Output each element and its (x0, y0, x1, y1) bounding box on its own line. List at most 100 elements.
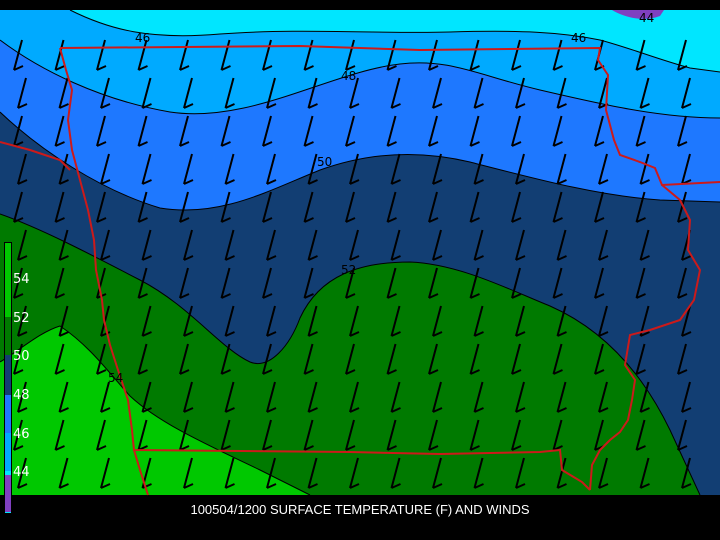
state-borders (0, 44, 720, 496)
wind-barb-flag (387, 369, 397, 375)
wind-barb (13, 419, 23, 451)
wind-barb-flag (553, 293, 563, 299)
wind-barb-flag (266, 407, 277, 413)
wind-barb (635, 115, 646, 147)
wind-barb (552, 191, 563, 223)
wind-barb-flag (432, 103, 443, 109)
wind-barb (469, 419, 480, 451)
wind-barb-flag (262, 369, 273, 375)
wind-barb-flag (511, 217, 522, 223)
wind-barb (511, 191, 521, 223)
wind-barb (183, 229, 193, 261)
wind-barb-flag (308, 483, 318, 489)
wind-barb (515, 77, 525, 109)
wind-barb (13, 343, 23, 375)
wind-barb (677, 39, 687, 71)
wind-barb (17, 229, 27, 261)
wind-barb (677, 115, 687, 147)
wind-barb (594, 343, 604, 375)
wind-barb-flag (391, 103, 401, 109)
wind-barb (511, 267, 521, 299)
wind-barb (307, 153, 318, 185)
wind-barb (552, 343, 563, 375)
wind-barb (432, 229, 442, 261)
wind-barb (100, 229, 110, 261)
wind-barb-flag (681, 331, 692, 337)
map-caption: 100504/1200 SURFACE TEMPERATURE (F) AND … (190, 502, 530, 517)
wind-barb (262, 115, 272, 147)
wind-barb-flag (470, 293, 480, 299)
wind-barb (349, 457, 359, 489)
wind-barb-flag (221, 217, 231, 223)
wind-barb-flag (308, 331, 318, 337)
wind-barb (137, 343, 148, 375)
wind-barb-flag (221, 293, 231, 299)
wind-barb (96, 191, 106, 223)
wind-barb (266, 77, 276, 109)
wind-barb (183, 153, 193, 185)
wind-barb (100, 457, 110, 489)
wind-barb (469, 39, 480, 71)
wind-barb (224, 457, 235, 489)
wind-barb (386, 419, 397, 451)
contour-label: 46 (135, 31, 150, 45)
wind-barb (54, 39, 65, 71)
wind-barb-flag (432, 331, 443, 337)
wind-barb (598, 381, 608, 413)
wind-barb (469, 267, 480, 299)
wind-barb (137, 419, 148, 451)
wind-barb-flag (13, 293, 24, 299)
wind-barb-flag (179, 293, 190, 299)
wind-barb-flag (387, 293, 397, 299)
wind-barb (345, 419, 355, 451)
wind-barb-flag (387, 141, 397, 147)
band-54 (0, 326, 310, 495)
wind-barb-flag (142, 179, 152, 185)
contour-label: 44 (639, 11, 654, 25)
wind-barb-flag (636, 217, 646, 223)
wind-barb (262, 343, 272, 375)
wind-barb (639, 77, 650, 109)
legend-label-52: 52 (13, 311, 30, 326)
wind-barb (266, 305, 276, 337)
wind-barb-flag (59, 255, 69, 261)
wind-barb-flag (636, 141, 646, 147)
wind-barb (635, 39, 646, 71)
wind-barb-flag (470, 369, 480, 375)
wind-barb-flag (179, 445, 190, 451)
wind-barb (100, 77, 110, 109)
wind-barb (183, 77, 193, 109)
wind-barb (220, 267, 231, 299)
color-legend (4, 242, 12, 513)
wind-barb-flag (183, 483, 194, 489)
wind-barb-flag (17, 331, 28, 337)
wind-barb (428, 267, 438, 299)
wind-barb-flag (345, 217, 356, 223)
wind-barb (390, 77, 401, 109)
wind-barb (432, 153, 442, 185)
contour-label: 54 (108, 371, 123, 385)
wind-barb-flag (225, 407, 235, 413)
wind-barb-flag (557, 407, 567, 413)
wind-barb-flag (142, 255, 152, 261)
wind-barb (345, 39, 355, 71)
wind-barb-flag (470, 141, 480, 147)
wind-barb (552, 115, 563, 147)
wind-barb (511, 343, 521, 375)
wind-barb-flag (677, 217, 688, 223)
wind-barb (96, 115, 106, 147)
wind-barb (639, 381, 650, 413)
wind-barb-flag (640, 483, 650, 489)
wind-barb-flag (681, 407, 692, 413)
wind-barb (262, 267, 272, 299)
wind-barb-flag (636, 293, 646, 299)
wind-barb (349, 77, 359, 109)
wind-barb-flag (681, 103, 692, 109)
wind-barb (13, 191, 23, 223)
wind-barb (556, 457, 567, 489)
wind-barb-flag (266, 103, 277, 109)
wind-barb (58, 381, 69, 413)
wind-barb-flag (349, 103, 360, 109)
wind-barb (594, 419, 604, 451)
wind-barb-flag (55, 293, 65, 299)
